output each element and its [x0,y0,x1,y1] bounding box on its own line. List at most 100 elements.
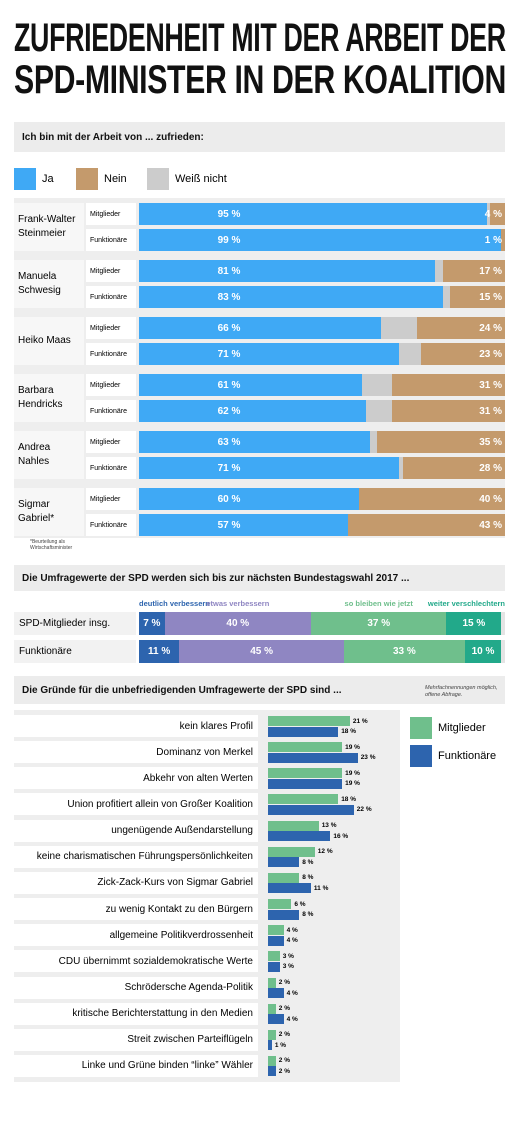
legend-label: Funktionäre [438,750,497,762]
value-label: 61 % [217,379,241,391]
bar-segment [139,343,399,365]
bar [268,778,343,789]
group-label: Frank-Walter Steinmeier [14,203,84,251]
bar-segment [417,317,505,339]
group-label: Manuela Schwesig [14,260,84,308]
legend-swatch [76,168,98,190]
bar-segment [139,431,370,453]
value-label: 3 % [282,963,294,971]
bar-segment [398,343,421,365]
legend-swatch [410,717,432,739]
bar [268,1029,276,1040]
value-label: 31 % [479,405,502,417]
value-label: 8 % [302,874,314,882]
bar [268,726,339,737]
row-label: Mitglieder [86,260,136,282]
value-label: 57 % [217,519,241,531]
bar [268,899,292,910]
value-label: 19 % [345,780,360,788]
row-label: Funktionäre [86,457,136,479]
value-label: 11 % [313,884,329,892]
row-label: kein klares Profil [14,715,258,737]
bar-segment [501,229,505,251]
legend-swatch [410,745,432,767]
row-label: Mitglieder [86,374,136,396]
value-label: 2 % [278,1005,290,1013]
value-label: 60 % [217,493,241,505]
bar-segment [139,374,363,396]
bar-segment [435,260,443,282]
value-label: 23 % [479,348,502,360]
bar-segment [398,457,403,479]
row-label: Funktionäre [86,400,136,422]
value-label: 1 % [484,234,502,246]
bar-segment [376,431,505,453]
value-label: 2 % [278,1057,290,1065]
row-label: Funktionäre [86,514,136,536]
bar [268,1014,284,1025]
row-label: Mitglieder [86,488,136,510]
value-label: 7 % [143,618,161,629]
value-label: 43 % [479,519,502,531]
bar [268,951,280,962]
title-line: SPD-MINISTER IN DER KOALITION [14,58,506,102]
legend-label: Weiß nicht [175,173,227,185]
row-label: SPD-Mitglieder insg. [14,612,136,635]
bar-segment [450,286,505,308]
legend-label: Ja [42,173,54,185]
bar-segment [464,640,502,663]
value-label: 10 % [471,646,495,657]
legend-swatch [14,168,36,190]
value-label: 3 % [282,952,294,960]
bar [268,925,284,936]
bar [268,804,354,815]
value-label: 4 % [286,937,298,945]
bar [268,909,300,920]
legend-label: weiter verschlechtern [427,598,505,608]
bar-segment [442,260,505,282]
group-label: Andrea Nahles [14,431,84,479]
row-label: Zick-Zack-Kurs von Sigmar Gabriel [14,871,258,894]
bar-segment [139,400,366,422]
value-label: 35 % [479,436,502,448]
value-label: 4 % [286,989,298,997]
bar-segment [391,374,505,396]
bar [268,1066,276,1077]
title-line: ZUFRIEDENHEIT MIT DER ARBEIT DER [14,16,506,60]
value-label: 66 % [217,322,241,334]
value-label: 4 % [286,1015,298,1023]
bar-segment [391,400,505,422]
bar-segment [486,203,491,225]
legend-label: Nein [104,173,127,185]
value-label: 17 % [479,265,502,277]
chart-background [14,198,505,538]
value-label: 81 % [217,265,241,277]
bar-segment [442,286,451,308]
bar-segment [139,229,502,251]
row-label: Union profitiert allein von Großer Koali… [14,793,258,816]
section-header: Die Gründe für die unbefriedigenden Umfr… [14,676,505,704]
row-label: Streit zwischen Parteiflügeln [14,1028,258,1051]
value-label: 6 % [294,900,306,908]
bar-segment [380,317,418,339]
row-label: Funktionäre [86,343,136,365]
value-label: 45 % [250,646,273,657]
value-label: 15 % [462,618,486,629]
bar [268,742,343,753]
value-label: 99 % [217,234,241,246]
bar-segment [311,612,447,635]
group-label: Sigmar Gabriel* [14,488,84,536]
bar-segment [358,488,505,510]
bar-segment [347,514,505,536]
section-header: Ich bin mit der Arbeit von ... zufrieden… [14,122,505,152]
legend-label: etwas verbessern [206,598,270,608]
bar [268,961,280,972]
row-label: Dominanz von Merkel [14,741,258,764]
row-label: CDU übernimmt sozialdemokratische Werte [14,950,258,973]
bar [268,752,358,763]
value-label: 1 % [274,1041,287,1049]
bar-segment [139,286,443,308]
value-label: 2 % [278,1067,290,1075]
bar [268,846,315,857]
